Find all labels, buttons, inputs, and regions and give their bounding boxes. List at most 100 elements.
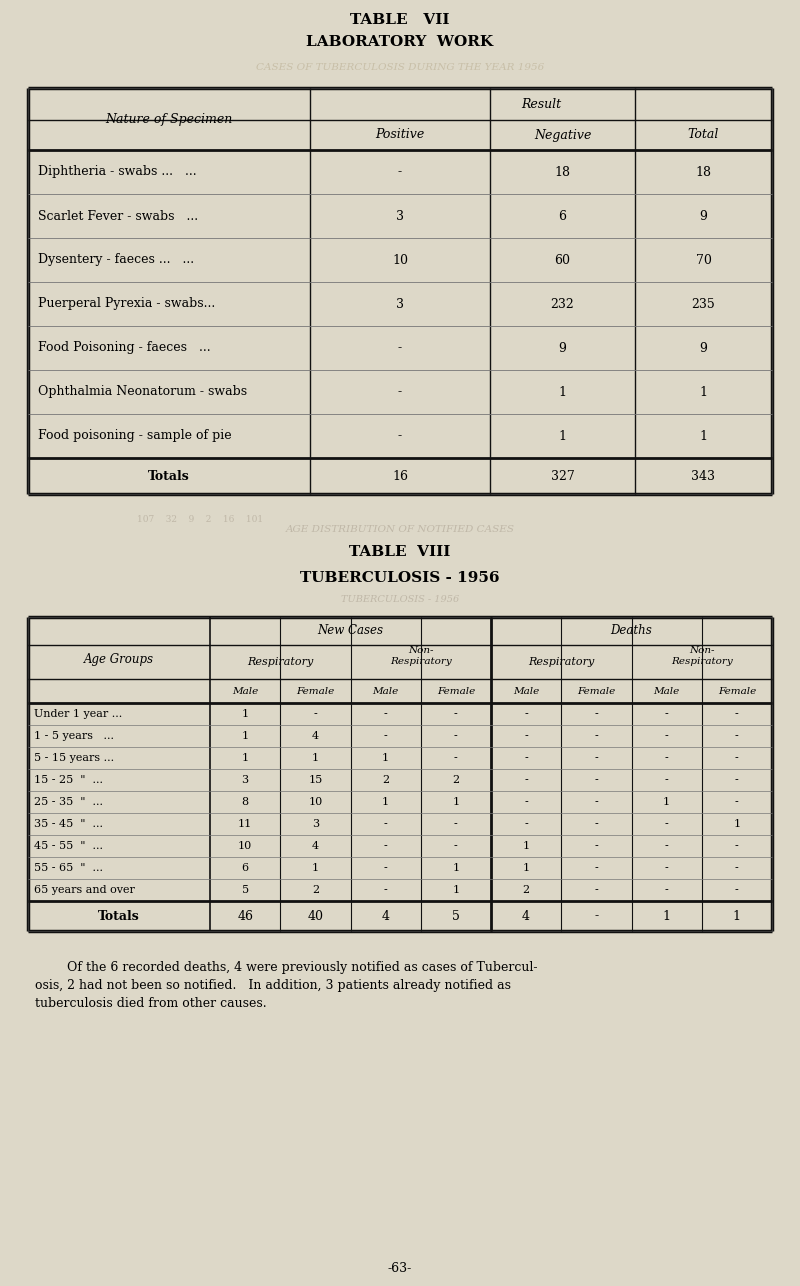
Text: TUBERCULOSIS - 1956: TUBERCULOSIS - 1956 <box>341 595 459 604</box>
Text: 1: 1 <box>242 730 249 741</box>
Text: 3: 3 <box>242 775 249 784</box>
Text: TABLE  VIII: TABLE VIII <box>350 545 450 559</box>
Text: -: - <box>454 754 458 763</box>
Text: 235: 235 <box>692 297 715 310</box>
Text: 232: 232 <box>550 297 574 310</box>
Text: Respiratory: Respiratory <box>528 657 594 667</box>
Text: 5: 5 <box>242 885 249 895</box>
Text: -: - <box>384 841 387 851</box>
Text: 1: 1 <box>699 430 707 442</box>
Text: -: - <box>665 709 669 719</box>
Text: 1 - 5 years   ...: 1 - 5 years ... <box>34 730 114 741</box>
Text: -: - <box>735 885 738 895</box>
Text: -: - <box>398 386 402 399</box>
Text: 15 - 25  "  ...: 15 - 25 " ... <box>34 775 103 784</box>
Text: Scarlet Fever - swabs   ...: Scarlet Fever - swabs ... <box>38 210 198 222</box>
Text: 1: 1 <box>242 709 249 719</box>
Text: -: - <box>735 775 738 784</box>
Text: 343: 343 <box>691 469 715 482</box>
Text: 6: 6 <box>558 210 566 222</box>
Text: 9: 9 <box>699 210 707 222</box>
Text: -: - <box>524 730 528 741</box>
Text: 1: 1 <box>242 754 249 763</box>
Text: 1: 1 <box>312 754 319 763</box>
Text: -: - <box>665 819 669 829</box>
Text: -: - <box>384 709 387 719</box>
Text: -: - <box>398 166 402 179</box>
Text: Male: Male <box>373 687 398 696</box>
Text: -: - <box>314 709 318 719</box>
Text: 9: 9 <box>699 342 707 355</box>
Text: -: - <box>594 797 598 808</box>
Text: 70: 70 <box>695 253 711 266</box>
Text: Non-
Respiratory: Non- Respiratory <box>671 647 733 666</box>
Text: 11: 11 <box>238 819 252 829</box>
Text: osis, 2 had not been so notified.   In addition, 3 patients already notified as: osis, 2 had not been so notified. In add… <box>35 979 511 992</box>
Text: 45 - 55  "  ...: 45 - 55 " ... <box>34 841 103 851</box>
Text: 10: 10 <box>308 797 322 808</box>
Text: 1: 1 <box>522 863 530 873</box>
Text: TUBERCULOSIS - 1956: TUBERCULOSIS - 1956 <box>300 571 500 585</box>
Text: -: - <box>594 730 598 741</box>
Text: -: - <box>454 819 458 829</box>
Text: 8: 8 <box>242 797 249 808</box>
Text: -: - <box>384 819 387 829</box>
Text: 4: 4 <box>522 909 530 922</box>
Text: 1: 1 <box>312 863 319 873</box>
Text: -: - <box>665 841 669 851</box>
Text: -: - <box>665 863 669 873</box>
Text: -: - <box>735 797 738 808</box>
Text: 10: 10 <box>238 841 252 851</box>
Text: 1: 1 <box>522 841 530 851</box>
Text: -: - <box>594 863 598 873</box>
Text: Food poisoning - sample of pie: Food poisoning - sample of pie <box>38 430 232 442</box>
Text: -: - <box>398 342 402 355</box>
Text: -: - <box>524 797 528 808</box>
Text: 65 years and over: 65 years and over <box>34 885 135 895</box>
Text: -: - <box>384 863 387 873</box>
Text: Male: Male <box>232 687 258 696</box>
Text: 1: 1 <box>452 885 459 895</box>
Text: 18: 18 <box>695 166 711 179</box>
Text: -: - <box>594 775 598 784</box>
Text: 1: 1 <box>558 430 566 442</box>
Text: -: - <box>665 775 669 784</box>
Text: Result: Result <box>521 98 561 111</box>
Text: -: - <box>594 885 598 895</box>
Text: -: - <box>594 819 598 829</box>
Text: -: - <box>594 754 598 763</box>
Text: 1: 1 <box>382 754 389 763</box>
Text: 327: 327 <box>550 469 574 482</box>
Text: 9: 9 <box>558 342 566 355</box>
Text: -: - <box>735 841 738 851</box>
Text: Female: Female <box>296 687 334 696</box>
Text: -: - <box>594 709 598 719</box>
Text: -: - <box>524 709 528 719</box>
Text: -: - <box>735 863 738 873</box>
Text: -: - <box>524 754 528 763</box>
Text: -: - <box>454 730 458 741</box>
Text: 3: 3 <box>312 819 319 829</box>
Text: 55 - 65  "  ...: 55 - 65 " ... <box>34 863 103 873</box>
Text: 3: 3 <box>396 210 404 222</box>
Text: Diphtheria - swabs ...   ...: Diphtheria - swabs ... ... <box>38 166 197 179</box>
Text: Positive: Positive <box>375 129 425 141</box>
Text: -: - <box>454 841 458 851</box>
Text: 18: 18 <box>554 166 570 179</box>
Text: 2: 2 <box>522 885 530 895</box>
Text: 1: 1 <box>558 386 566 399</box>
Text: 1: 1 <box>734 819 741 829</box>
Text: -: - <box>735 754 738 763</box>
Text: -: - <box>384 730 387 741</box>
Text: CASES OF TUBERCULOSIS DURING THE YEAR 1956: CASES OF TUBERCULOSIS DURING THE YEAR 19… <box>256 63 544 72</box>
Text: Female: Female <box>437 687 475 696</box>
Text: -: - <box>594 909 598 922</box>
Text: Puerperal Pyrexia - swabs...: Puerperal Pyrexia - swabs... <box>38 297 215 310</box>
Text: Nature of Specimen: Nature of Specimen <box>106 112 233 126</box>
Text: Totals: Totals <box>148 469 190 482</box>
Text: -: - <box>735 730 738 741</box>
Text: 5 - 15 years ...: 5 - 15 years ... <box>34 754 114 763</box>
Text: 4: 4 <box>312 841 319 851</box>
Text: -: - <box>398 430 402 442</box>
Text: Age Groups: Age Groups <box>84 653 154 666</box>
